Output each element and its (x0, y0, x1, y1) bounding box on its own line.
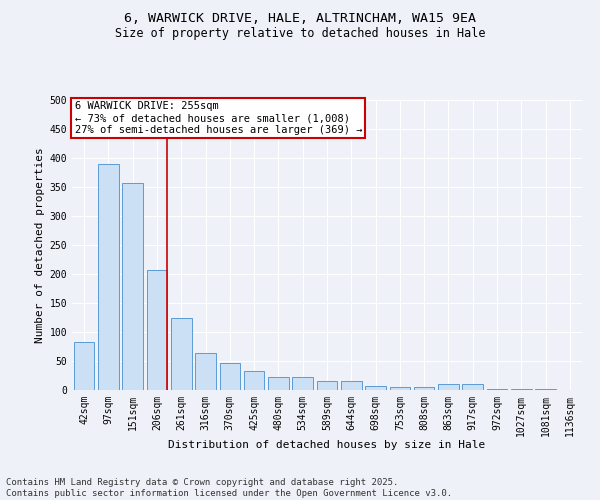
Bar (74, 342, 94, 390)
Bar (317, 382, 337, 390)
Bar (171, 318, 191, 390)
Text: 6, WARWICK DRIVE, HALE, ALTRINCHAM, WA15 9EA: 6, WARWICK DRIVE, HALE, ALTRINCHAM, WA15… (124, 12, 476, 26)
Bar (244, 372, 265, 390)
Bar (98, 164, 119, 390)
Bar (365, 386, 386, 390)
Bar (341, 382, 362, 390)
Bar (463, 384, 483, 390)
Y-axis label: Number of detached properties: Number of detached properties (35, 147, 46, 343)
Bar (122, 183, 143, 390)
Bar (146, 270, 167, 390)
Bar (389, 386, 410, 390)
Text: 6 WARWICK DRIVE: 255sqm
← 73% of detached houses are smaller (1,008)
27% of semi: 6 WARWICK DRIVE: 255sqm ← 73% of detache… (74, 102, 362, 134)
Bar (268, 376, 289, 390)
Bar (220, 364, 240, 390)
Bar (195, 354, 216, 390)
X-axis label: Distribution of detached houses by size in Hale: Distribution of detached houses by size … (169, 440, 485, 450)
Bar (414, 386, 434, 390)
Text: Size of property relative to detached houses in Hale: Size of property relative to detached ho… (115, 28, 485, 40)
Bar (438, 384, 459, 390)
Bar (292, 376, 313, 390)
Text: Contains HM Land Registry data © Crown copyright and database right 2025.
Contai: Contains HM Land Registry data © Crown c… (6, 478, 452, 498)
Bar (487, 389, 508, 390)
